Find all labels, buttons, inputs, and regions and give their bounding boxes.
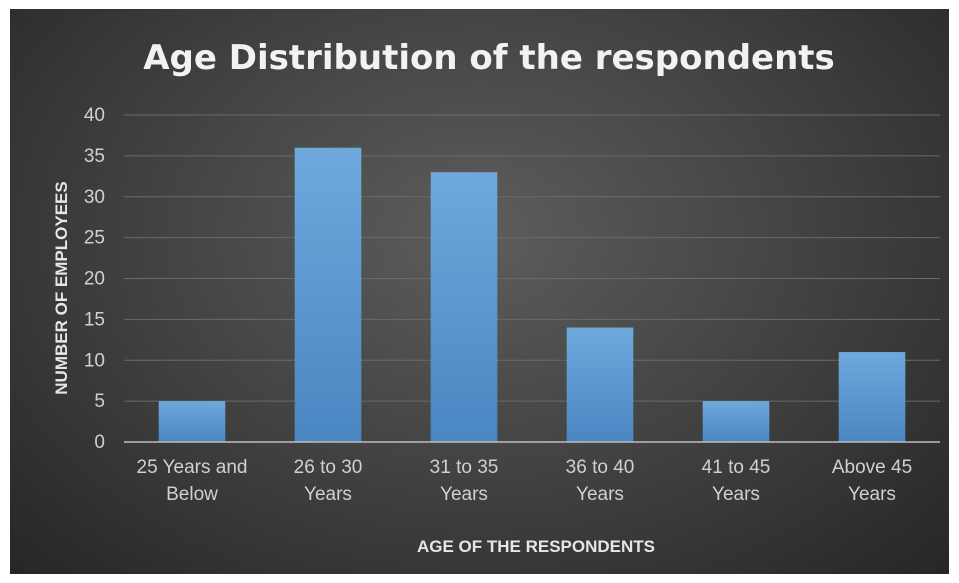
bar-chart: Age Distribution of the respondents 0 5 10… xyxy=(52,38,940,556)
x-tick-label: Above 45 Years xyxy=(832,457,912,505)
x-tick-label: 31 to 35 Years xyxy=(430,457,499,505)
bar xyxy=(430,172,498,442)
y-tick-label: 5 xyxy=(94,391,105,412)
y-axis-title: NUMBER OF EMPLOYEES xyxy=(52,181,71,394)
y-axis-ticks: 0 5 10 15 20 25 30 35 40 xyxy=(84,105,105,453)
chart-title: Age Distribution of the respondents xyxy=(143,38,835,78)
y-tick-label: 35 xyxy=(84,146,105,167)
y-tick-label: 20 xyxy=(84,269,105,290)
y-tick-label: 30 xyxy=(84,187,105,208)
x-axis-title: AGE OF THE RESPONDENTS xyxy=(417,537,655,556)
bars xyxy=(158,147,906,442)
y-tick-label: 15 xyxy=(84,309,105,330)
bar xyxy=(158,401,226,442)
bar xyxy=(566,327,634,442)
chart-frame: Age Distribution of the respondents 0 5 10… xyxy=(10,9,949,574)
x-axis-ticks: 25 Years and Below 26 to 30 Years 31 to 35 Ye… xyxy=(137,457,913,505)
gridlines xyxy=(124,114,940,402)
x-tick-label: 26 to 30 Years xyxy=(294,457,363,505)
x-tick-label: 25 Years and Below xyxy=(137,457,248,505)
y-tick-label: 10 xyxy=(84,350,105,371)
bar xyxy=(838,352,906,442)
bar xyxy=(702,401,770,442)
y-tick-label: 0 xyxy=(94,432,105,453)
y-tick-label: 25 xyxy=(84,228,105,249)
x-tick-label: 36 to 40 Years xyxy=(566,457,635,505)
x-tick-label: 41 to 45 Years xyxy=(702,457,771,505)
bar xyxy=(294,147,362,442)
y-tick-label: 40 xyxy=(84,105,105,126)
